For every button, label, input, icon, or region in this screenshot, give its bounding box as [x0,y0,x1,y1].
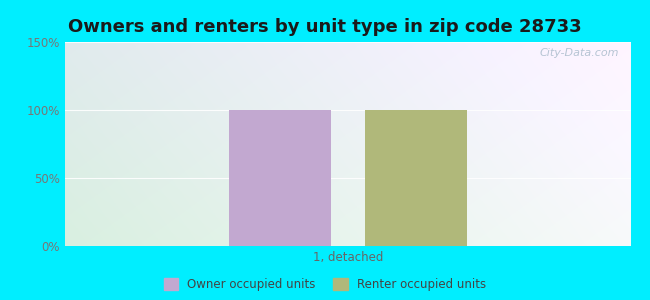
Text: Owners and renters by unit type in zip code 28733: Owners and renters by unit type in zip c… [68,18,582,36]
Bar [365,110,467,246]
Bar [229,110,331,246]
Legend: Owner occupied units, Renter occupied units: Owner occupied units, Renter occupied un… [164,278,486,291]
Text: City-Data.com: City-Data.com [540,48,619,58]
